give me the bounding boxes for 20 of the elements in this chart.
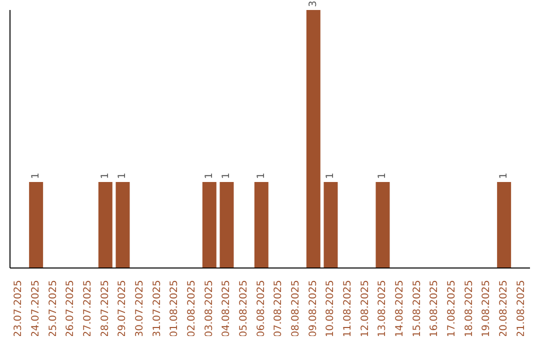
- x-tick-label: 10.08.2025: [325, 280, 336, 338]
- x-tick-label: 11.08.2025: [342, 280, 354, 338]
- data-label: 1: [117, 172, 128, 179]
- data-label: 1: [498, 172, 510, 179]
- data-label: 1: [325, 172, 336, 179]
- data-label: 1: [100, 172, 111, 179]
- x-tick-label: 12.08.2025: [360, 280, 371, 338]
- data-label: 1: [221, 172, 232, 179]
- data-label: 1: [256, 172, 267, 179]
- x-tick-label: 17.08.2025: [446, 280, 458, 338]
- x-tick-label: 18.08.2025: [464, 280, 475, 338]
- data-label: 3: [308, 0, 319, 7]
- x-tick-label: 14.08.2025: [394, 280, 406, 338]
- x-tick-label: 16.08.2025: [429, 280, 440, 338]
- x-tick-label: 15.08.2025: [412, 280, 423, 338]
- x-tick-label: 19.08.2025: [481, 280, 492, 338]
- data-label: 1: [30, 172, 42, 179]
- data-label: 1: [377, 172, 388, 179]
- x-tick-label: 13.08.2025: [377, 280, 388, 338]
- data-label: 1: [204, 172, 215, 179]
